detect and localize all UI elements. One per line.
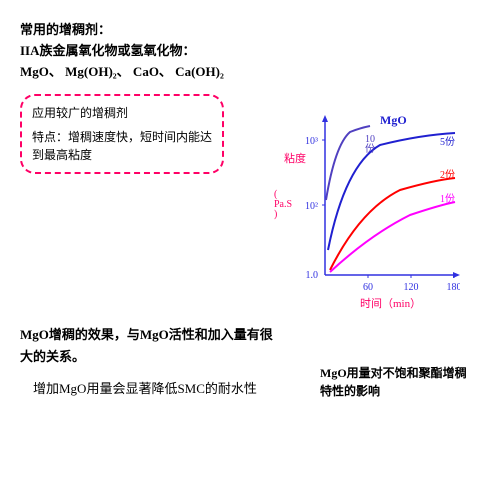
bottom-block: MgO增稠的效果，与MgO活性和加入量有很大的关系。 增加MgO用量会显著降低S…	[20, 324, 280, 400]
chart-svg: 10³ 10² 1.0 60 120 180 MgO 10 份 5份	[290, 110, 460, 300]
line2: IIA族金属氧化物或氢氧化物：	[20, 41, 480, 62]
ylabel-unit: (Pa.S)	[274, 190, 292, 220]
chart-container: 10³ 10² 1.0 60 120 180 MgO 10 份 5份	[290, 110, 470, 300]
ytick-1: 10²	[305, 201, 318, 212]
svg-text:份: 份	[365, 143, 375, 155]
chart-title: MgO	[380, 113, 407, 127]
xlabel: 时间（min）	[360, 295, 421, 311]
ylabel: 粘度	[284, 150, 306, 166]
line1: 常用的增稠剂：	[20, 20, 480, 41]
box-line1: 应用较广的增稠剂	[32, 104, 212, 122]
box-line2: 特点：增稠速度快，短时间内能达到最高粘度	[32, 128, 212, 164]
viscosity-chart: 10³ 10² 1.0 60 120 180 MgO 10 份 5份	[290, 110, 460, 300]
xtick-2: 180	[447, 282, 461, 293]
para2: 增加MgO用量会显著降低SMC的耐水性	[20, 378, 280, 400]
ytick-2: 1.0	[306, 270, 319, 281]
xtick-0: 60	[363, 282, 373, 293]
ytick-0: 10³	[305, 136, 318, 147]
series-label-5: 5份	[440, 136, 455, 148]
series-label-1: 1份	[440, 193, 455, 205]
formulas: MgO、 Mg(OH)₂、 CaO、 Ca(OH)₂	[20, 62, 480, 83]
series-label-2: 2份	[440, 169, 455, 181]
feature-box: 应用较广的增稠剂 特点：增稠速度快，短时间内能达到最高粘度	[20, 94, 224, 174]
para1: MgO增稠的效果，与MgO活性和加入量有很大的关系。	[20, 324, 280, 368]
xtick-1: 120	[404, 282, 419, 293]
chart-caption: MgO用量对不饱和聚酯增稠特性的影响	[320, 364, 470, 400]
